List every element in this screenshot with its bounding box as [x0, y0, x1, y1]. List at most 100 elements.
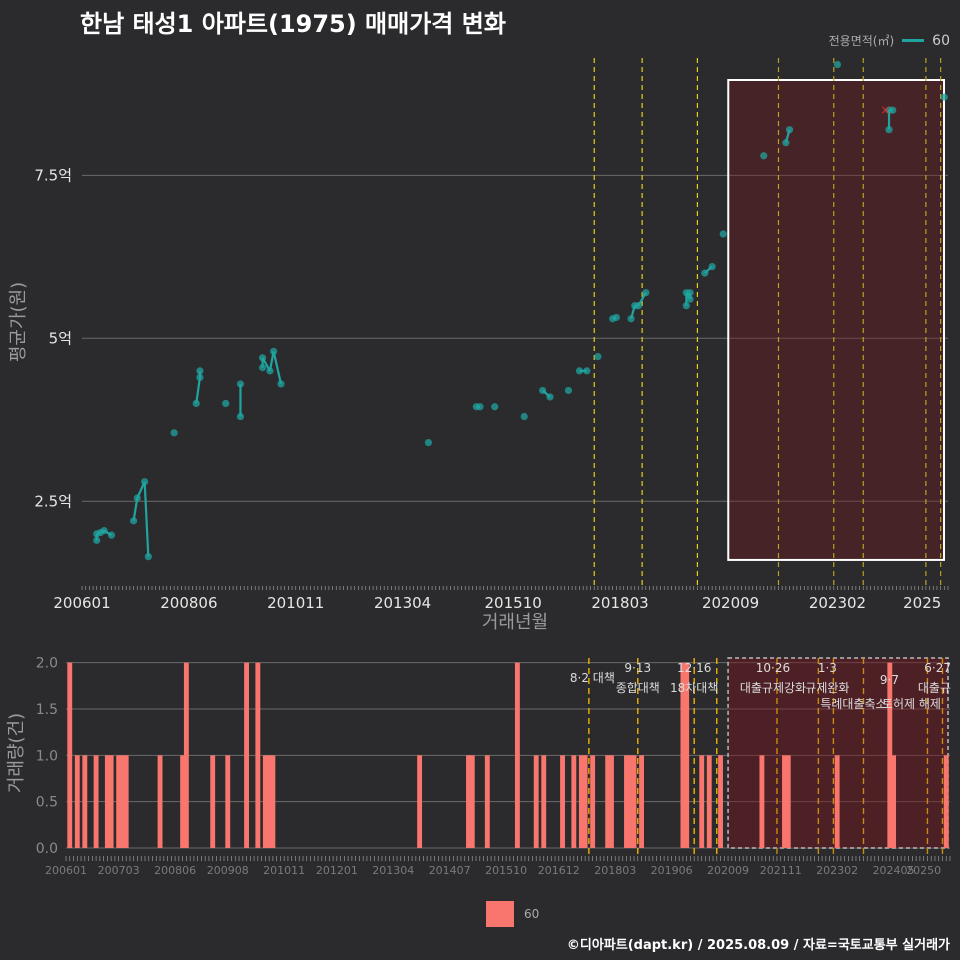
volume-bar: [417, 755, 423, 848]
data-point: [476, 403, 484, 411]
data-point: [192, 399, 200, 408]
data-point: [575, 367, 584, 375]
data-point: [564, 386, 573, 395]
data-point: [236, 412, 245, 421]
volume-bar: [706, 755, 712, 848]
data-point: [701, 269, 709, 277]
y-tick-label: 0.0: [36, 841, 58, 857]
volume-bar: [533, 755, 539, 848]
x-tick-label: 202405: [873, 864, 915, 877]
y-tick-label: 1.5: [36, 702, 58, 718]
volume-bar: [680, 662, 686, 848]
data-point: [782, 139, 790, 147]
data-point: [627, 315, 635, 323]
y-tick-label: 2.5억: [34, 492, 72, 510]
volume-bar: [157, 755, 163, 848]
volume-bar: [541, 755, 547, 848]
data-point: [170, 429, 178, 437]
policy-date-label: 1·3: [818, 661, 837, 675]
data-point: [141, 478, 149, 486]
x-tick-label: 201304: [374, 594, 431, 612]
volume-bar: [891, 755, 897, 848]
policy-name-label: 18차대책: [670, 680, 718, 695]
x-tick-label: 201011: [267, 594, 324, 612]
data-point: [424, 438, 432, 447]
y-tick-label: 7.5억: [34, 166, 72, 184]
policy-name-label: 토허제 해제: [882, 697, 941, 711]
data-point: [889, 106, 897, 114]
data-point: [785, 126, 794, 134]
policy-date-label: 10·26: [756, 661, 790, 675]
data-point: [682, 302, 690, 310]
policy-date-label: 12·16: [677, 661, 711, 675]
volume-bar: [108, 755, 114, 848]
data-point: [258, 364, 267, 372]
x-tick-label: 201612: [538, 864, 580, 877]
x-tick-label: 200908: [207, 864, 249, 877]
data-point: [940, 93, 948, 101]
x-tick-label: 201803: [594, 864, 636, 877]
policy-date-label: 8·2 대책: [570, 670, 615, 685]
policy-date-label: 9·13: [624, 661, 651, 675]
data-point: [129, 517, 138, 525]
data-point: [236, 380, 245, 388]
x-tick-label: 202302: [809, 594, 866, 612]
data-point: [222, 399, 230, 408]
data-point: [520, 412, 528, 421]
volume-bar: [210, 755, 216, 848]
volume-bar: [123, 755, 129, 848]
volume-bar: [266, 755, 272, 848]
policy-name-label: 종합대책: [616, 680, 660, 695]
x-tick-label: 201803: [591, 594, 648, 612]
x-tick-label: 201304: [372, 864, 414, 877]
volume-bar: [119, 755, 125, 848]
volume-bar: [759, 755, 765, 848]
series-segment: [272, 351, 283, 385]
volume-bar: [82, 755, 88, 848]
volume-bar: [578, 755, 584, 848]
x-tick-label: 201510: [485, 594, 542, 612]
source-caption: ©디아파트(dapt.kr) / 2025.08.09 / 자료=국토교통부 실…: [566, 938, 950, 953]
volume-bar: [466, 755, 471, 848]
x-tick-label: 200703: [98, 864, 140, 877]
data-point: [196, 373, 204, 382]
volume-bar: [590, 755, 596, 848]
data-point: [270, 347, 278, 355]
x-tick-label: 200601: [45, 864, 87, 877]
x-tick-label: 2025: [903, 594, 941, 612]
volume-bar: [624, 755, 629, 848]
chart-title: 한남 태성1 아파트(1975) 매매가격 변화: [80, 10, 506, 38]
data-point: [594, 352, 602, 361]
data-point: [612, 313, 620, 322]
series-segment: [143, 481, 150, 557]
volume-bar: [571, 755, 577, 848]
policy-name-label: 규제완화: [805, 681, 849, 695]
volume-bar: [631, 755, 637, 848]
data-point: [885, 126, 893, 134]
volume-bar: [560, 755, 565, 848]
volume-bar: [887, 662, 893, 848]
data-point: [583, 367, 591, 375]
volume-bar: [484, 755, 490, 848]
data-point: [133, 494, 141, 502]
x-tick-label: 200601: [53, 594, 110, 612]
policy-name-label: 대출규: [918, 681, 951, 695]
data-point: [93, 536, 101, 544]
volume-bar: [782, 755, 787, 848]
data-point: [107, 531, 116, 539]
data-point: [686, 295, 694, 303]
volume-bar: [943, 755, 949, 848]
volume-bar: [469, 755, 475, 848]
policy-date-label: 9·7: [880, 673, 899, 687]
y-tick-label: 0.5: [36, 795, 58, 811]
volume-bar: [180, 755, 186, 848]
volume-bar: [699, 755, 705, 848]
legend-bottom: 60: [486, 901, 539, 927]
policy-name-label: 대출규제강화: [740, 681, 806, 695]
volume-bar: [605, 755, 611, 848]
volume-bar: [244, 662, 250, 848]
x-tick-label: 201906: [651, 864, 693, 877]
volume-bar: [225, 755, 231, 848]
data-point: [196, 367, 204, 375]
